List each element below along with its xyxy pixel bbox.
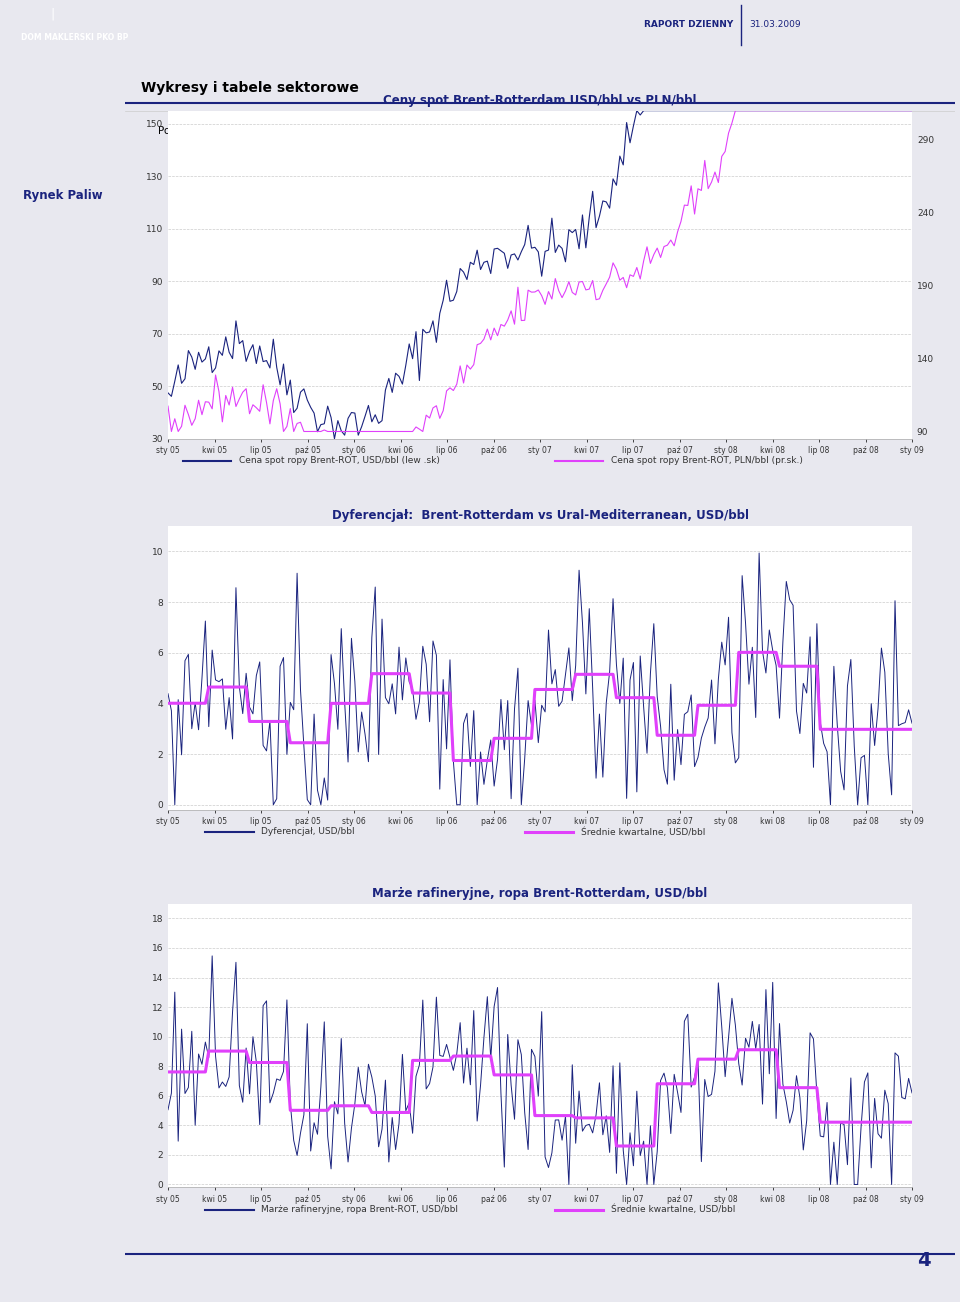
Text: Poniżej zamieszczamy nasz cotygodniowy zestaw wykresów, przedstawiający sytuację: Poniżej zamieszczamy nasz cotygodniowy z… <box>158 125 725 135</box>
Text: Marże rafineryjne, ropa Brent-ROT, USD/bbl: Marże rafineryjne, ropa Brent-ROT, USD/b… <box>261 1206 458 1213</box>
Text: Dyferencjał, USD/bbl: Dyferencjał, USD/bbl <box>261 828 354 836</box>
Text: DOM MAKLERSKI PKO BP: DOM MAKLERSKI PKO BP <box>21 33 128 42</box>
Title: Ceny spot Brent-Rotterdam USD/bbl vs PLN/bbl: Ceny spot Brent-Rotterdam USD/bbl vs PLN… <box>383 94 697 107</box>
Text: Średnie kwartalne, USD/bbl: Średnie kwartalne, USD/bbl <box>581 827 706 837</box>
Title: Marże rafineryjne, ropa Brent-Rotterdam, USD/bbl: Marże rafineryjne, ropa Brent-Rotterdam,… <box>372 887 708 900</box>
Text: 4: 4 <box>917 1251 930 1269</box>
Title: Dyferencjał:  Brent-Rotterdam vs Ural-Mediterranean, USD/bbl: Dyferencjał: Brent-Rotterdam vs Ural-Med… <box>331 509 749 522</box>
Text: Cena spot ropy Brent-ROT, PLN/bbl (pr.sk.): Cena spot ropy Brent-ROT, PLN/bbl (pr.sk… <box>611 457 803 465</box>
Text: |: | <box>50 8 54 21</box>
Text: Średnie kwartalne, USD/bbl: Średnie kwartalne, USD/bbl <box>611 1204 735 1215</box>
Text: Rynek Paliw: Rynek Paliw <box>23 189 102 202</box>
Text: 31.03.2009: 31.03.2009 <box>749 21 801 29</box>
Text: RAPORT DZIENNY: RAPORT DZIENNY <box>643 21 732 29</box>
Text: Wykresy i tabele sektorowe: Wykresy i tabele sektorowe <box>141 82 359 95</box>
Text: Cena spot ropy Brent-ROT, USD/bbl (lew .sk): Cena spot ropy Brent-ROT, USD/bbl (lew .… <box>239 457 440 465</box>
